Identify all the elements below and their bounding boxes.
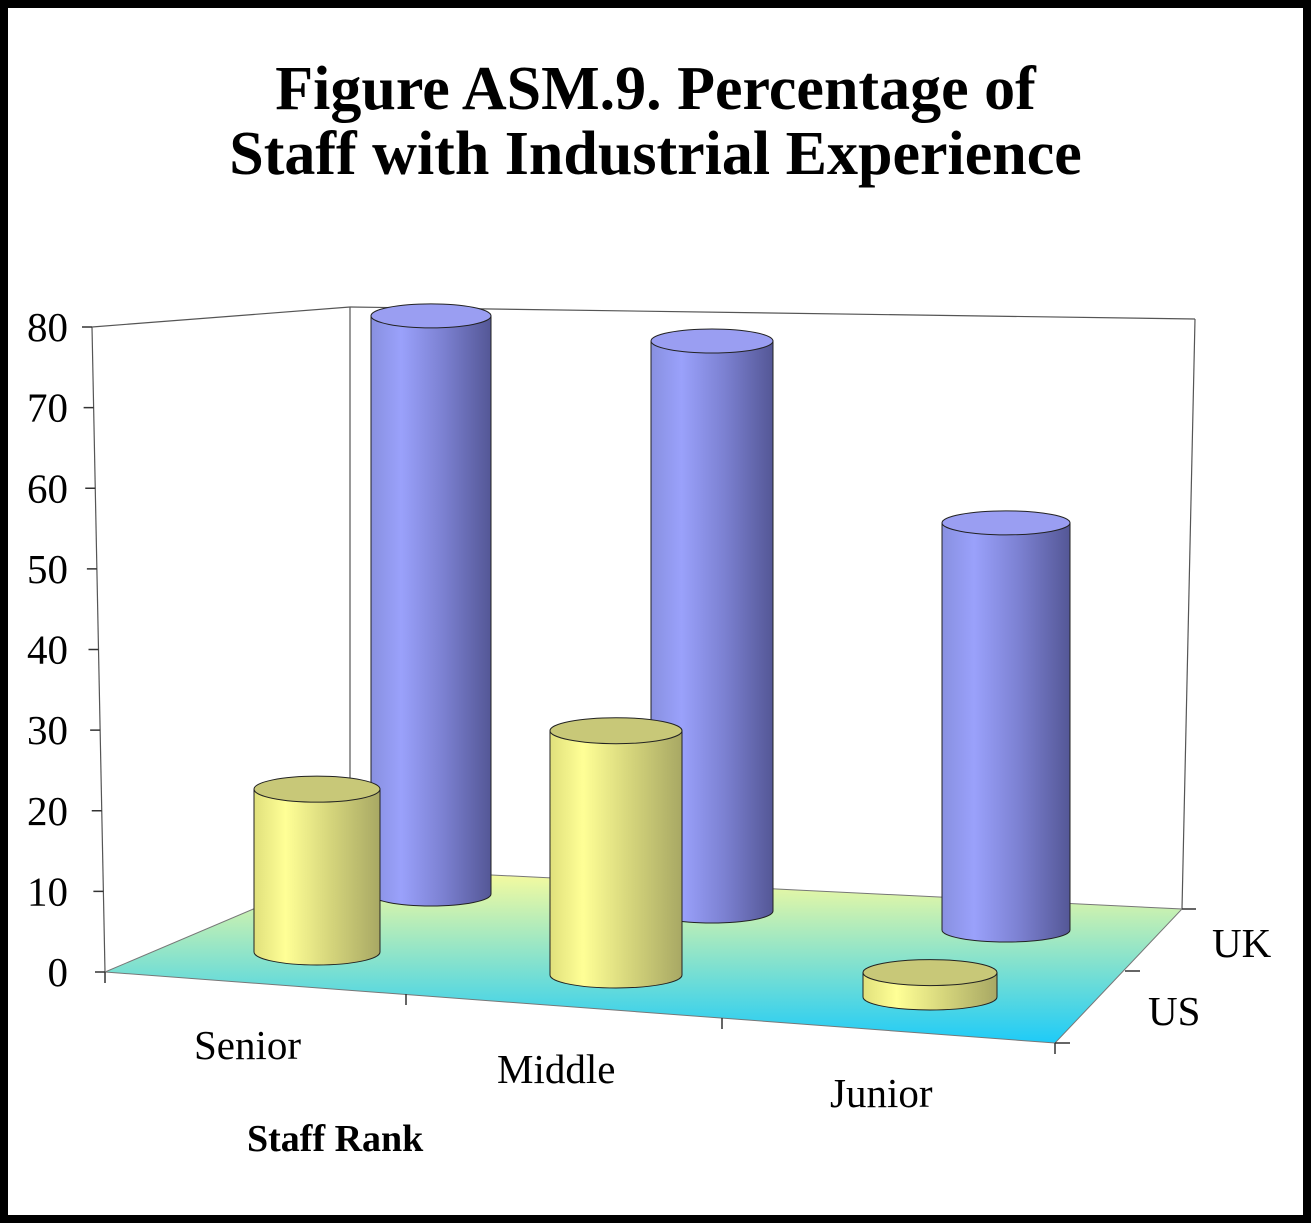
cylinder-top: [370, 303, 492, 329]
chart-title-line-2: Staff with Industrial Experience: [229, 120, 1082, 188]
floor-ticks: [104, 908, 1196, 1054]
category-label-junior: Junior: [830, 1070, 933, 1116]
y-tick-label: 20: [27, 788, 68, 834]
y-tick-label: 10: [27, 868, 68, 914]
cylinder-top: [650, 328, 774, 354]
bars: [253, 303, 1071, 1011]
bar-us-senior: [253, 775, 381, 966]
bar-us-middle: [549, 717, 683, 989]
series-label-us: US: [1148, 988, 1200, 1034]
left-wall-back-edge: [91, 306, 351, 328]
category-label-middle: Middle: [497, 1046, 615, 1092]
y-tick-label: 80: [27, 304, 68, 350]
cylinder-top: [862, 959, 998, 987]
back-wall-top-edge: [349, 306, 1196, 320]
cylinder-body: [549, 730, 683, 989]
series-axis-labels: UK US: [1148, 920, 1272, 1034]
y-tick-label: 40: [27, 627, 68, 673]
y-tick-label: 50: [27, 546, 68, 592]
bar-us-junior: [862, 959, 998, 1011]
cylinder-top: [549, 717, 683, 745]
x-axis-categories: Senior Middle Junior: [194, 1022, 933, 1116]
cylinder-top: [253, 775, 381, 803]
y-axis-ticks: 0 10 20 30 40 50 60 70 80: [27, 304, 105, 995]
cylinder-body: [253, 788, 381, 966]
cylinder-body: [941, 522, 1071, 943]
cylinder-top: [941, 510, 1071, 536]
x-axis-title: Staff Rank: [247, 1118, 424, 1160]
y-tick-label: 60: [27, 465, 68, 511]
bar-uk-senior: [370, 303, 492, 907]
y-tick-label: 70: [27, 385, 68, 431]
bar-uk-junior: [941, 510, 1071, 943]
cylinder-body: [370, 315, 492, 907]
y-tick-label: 0: [48, 949, 69, 995]
back-wall-right-edge: [1181, 318, 1196, 910]
chart-title-line-1: Figure ASM.9. Percentage of: [275, 55, 1036, 123]
category-label-senior: Senior: [194, 1022, 301, 1068]
y-tick-label: 30: [27, 707, 68, 753]
chart-title: Figure ASM.9. Percentage of Staff with I…: [0, 58, 1311, 188]
series-label-uk: UK: [1212, 920, 1272, 966]
